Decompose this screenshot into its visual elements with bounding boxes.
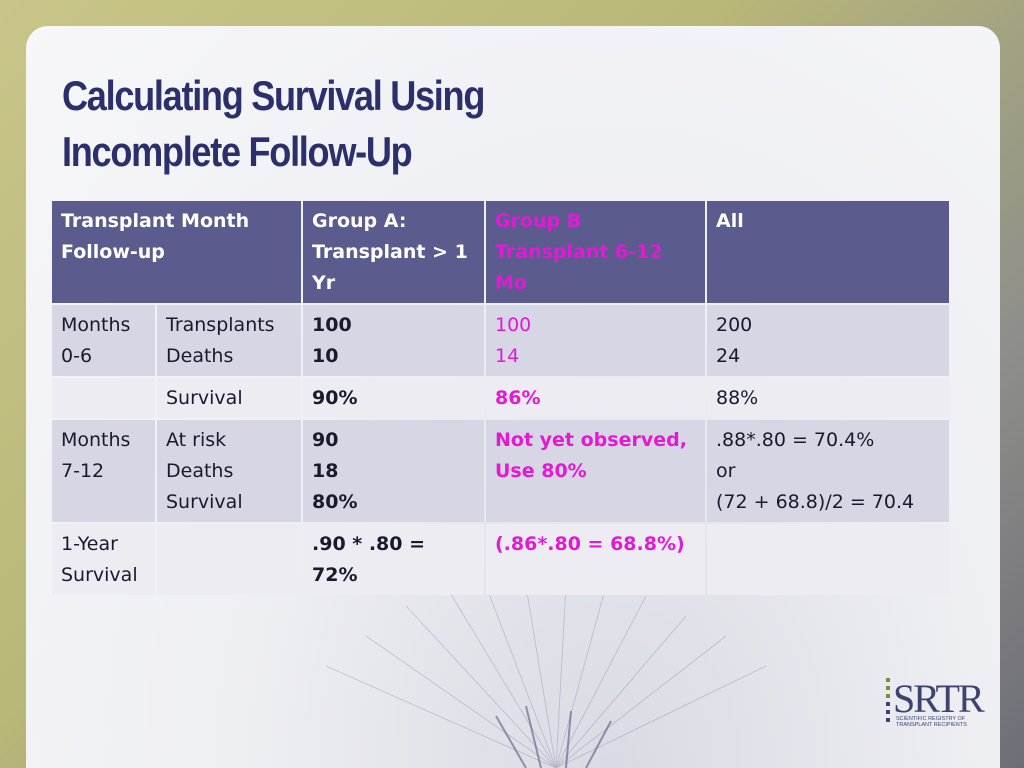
cell-text: Use 80% xyxy=(495,460,587,482)
cell-text: 100 xyxy=(312,314,352,336)
cell-group-b: 100 14 xyxy=(486,305,705,376)
header-follow-up-line2: Follow-up xyxy=(61,241,165,263)
cell-group-b: Not yet observed, Use 80% xyxy=(486,420,705,522)
cell-text: 80% xyxy=(312,491,358,513)
cell-all-empty xyxy=(707,524,949,595)
cell-text: 18 xyxy=(312,460,339,482)
cell-text: .88*.80 = 70.4% xyxy=(716,429,875,451)
cell-text: 24 xyxy=(716,345,741,367)
cell-text: (72 + 68.8)/2 = 70.4 xyxy=(716,491,915,513)
cell-measure: Transplants Deaths xyxy=(157,305,301,376)
cell-text: Deaths xyxy=(166,345,234,367)
header-group-a-line1: Group A: xyxy=(312,210,407,232)
survival-table: Transplant Month Follow-up Group A: Tran… xyxy=(50,199,951,597)
cell-period: 1-Year Survival xyxy=(52,524,155,595)
table-row-months-0-6: Months 0-6 Transplants Deaths 100 10 100… xyxy=(52,305,949,376)
cell-measure: Survival xyxy=(157,378,301,418)
header-group-b-line2: Transplant 6-12 Mo xyxy=(495,241,663,294)
cell-group-a: 100 10 xyxy=(303,305,484,376)
cell-text: Months xyxy=(61,429,131,451)
svg-text:SCIENTIFIC REGISTRY OF: SCIENTIFIC REGISTRY OF xyxy=(896,716,966,722)
cell-all: .88*.80 = 70.4% or (72 + 68.8)/2 = 70.4 xyxy=(707,420,949,522)
background-rays xyxy=(325,585,767,768)
header-group-a-line2: Transplant > 1 Yr xyxy=(312,241,468,294)
cell-text: 200 xyxy=(716,314,753,336)
slide-title: Calculating Survival Using Incomplete Fo… xyxy=(62,68,485,180)
cell-text: 1-Year xyxy=(61,533,118,555)
cell-period-empty xyxy=(52,378,155,418)
table-row-survival-0-6: Survival 90% 86% 88% xyxy=(52,378,949,418)
cell-text: Transplants xyxy=(166,314,275,336)
header-group-a: Group A: Transplant > 1 Yr xyxy=(303,201,484,303)
cell-text: Deaths xyxy=(166,460,234,482)
header-group-b: Group B Transplant 6-12 Mo xyxy=(486,201,705,303)
title-line-2: Incomplete Follow-Up xyxy=(62,128,413,175)
table-row-months-7-12: Months 7-12 At risk Deaths Survival 90 1… xyxy=(52,420,949,522)
cell-text: Not yet observed, xyxy=(495,429,687,451)
cell-group-a: 90% xyxy=(303,378,484,418)
cell-period: Months 7-12 xyxy=(52,420,155,522)
cell-text: 7-12 xyxy=(61,460,105,482)
header-row: Transplant Month Follow-up Group A: Tran… xyxy=(52,201,949,303)
cell-text: Months xyxy=(61,314,131,336)
cell-text: 0-6 xyxy=(61,345,93,367)
cell-text: 90 xyxy=(312,429,339,451)
cell-group-b: 86% xyxy=(486,378,705,418)
header-follow-up-line1: Transplant Month xyxy=(61,210,250,232)
cell-text: 10 xyxy=(312,345,339,367)
cell-measure-empty xyxy=(157,524,301,595)
cell-text: Survival xyxy=(166,491,243,513)
cell-text: At risk xyxy=(166,429,227,451)
title-line-1: Calculating Survival Using xyxy=(62,72,485,119)
header-all: All xyxy=(707,201,949,303)
cell-all: 200 24 xyxy=(707,305,949,376)
cell-text: Survival xyxy=(61,564,138,586)
cell-text: 100 xyxy=(495,314,532,336)
header-follow-up: Transplant Month Follow-up xyxy=(52,201,301,303)
cell-text: 14 xyxy=(495,345,520,367)
header-group-b-line1: Group B xyxy=(495,210,582,232)
srtr-logo: SRTR SCIENTIFIC REGISTRY OF TRANSPLANT R… xyxy=(886,676,987,728)
svg-text:TRANSPLANT RECIPIENTS: TRANSPLANT RECIPIENTS xyxy=(896,722,967,728)
logo-wordmark: SRTR xyxy=(893,676,985,721)
cell-group-a: .90 * .80 = 72% xyxy=(303,524,484,595)
cell-group-b: (.86*.80 = 68.8%) xyxy=(486,524,705,595)
cell-all: 88% xyxy=(707,378,949,418)
table-row-1-year: 1-Year Survival .90 * .80 = 72% (.86*.80… xyxy=(52,524,949,595)
header-all-label: All xyxy=(716,210,744,232)
cell-text: or xyxy=(716,460,736,482)
slide: Calculating Survival Using Incomplete Fo… xyxy=(26,26,1000,768)
cell-measure: At risk Deaths Survival xyxy=(157,420,301,522)
cell-period: Months 0-6 xyxy=(52,305,155,376)
cell-group-a: 90 18 80% xyxy=(303,420,484,522)
